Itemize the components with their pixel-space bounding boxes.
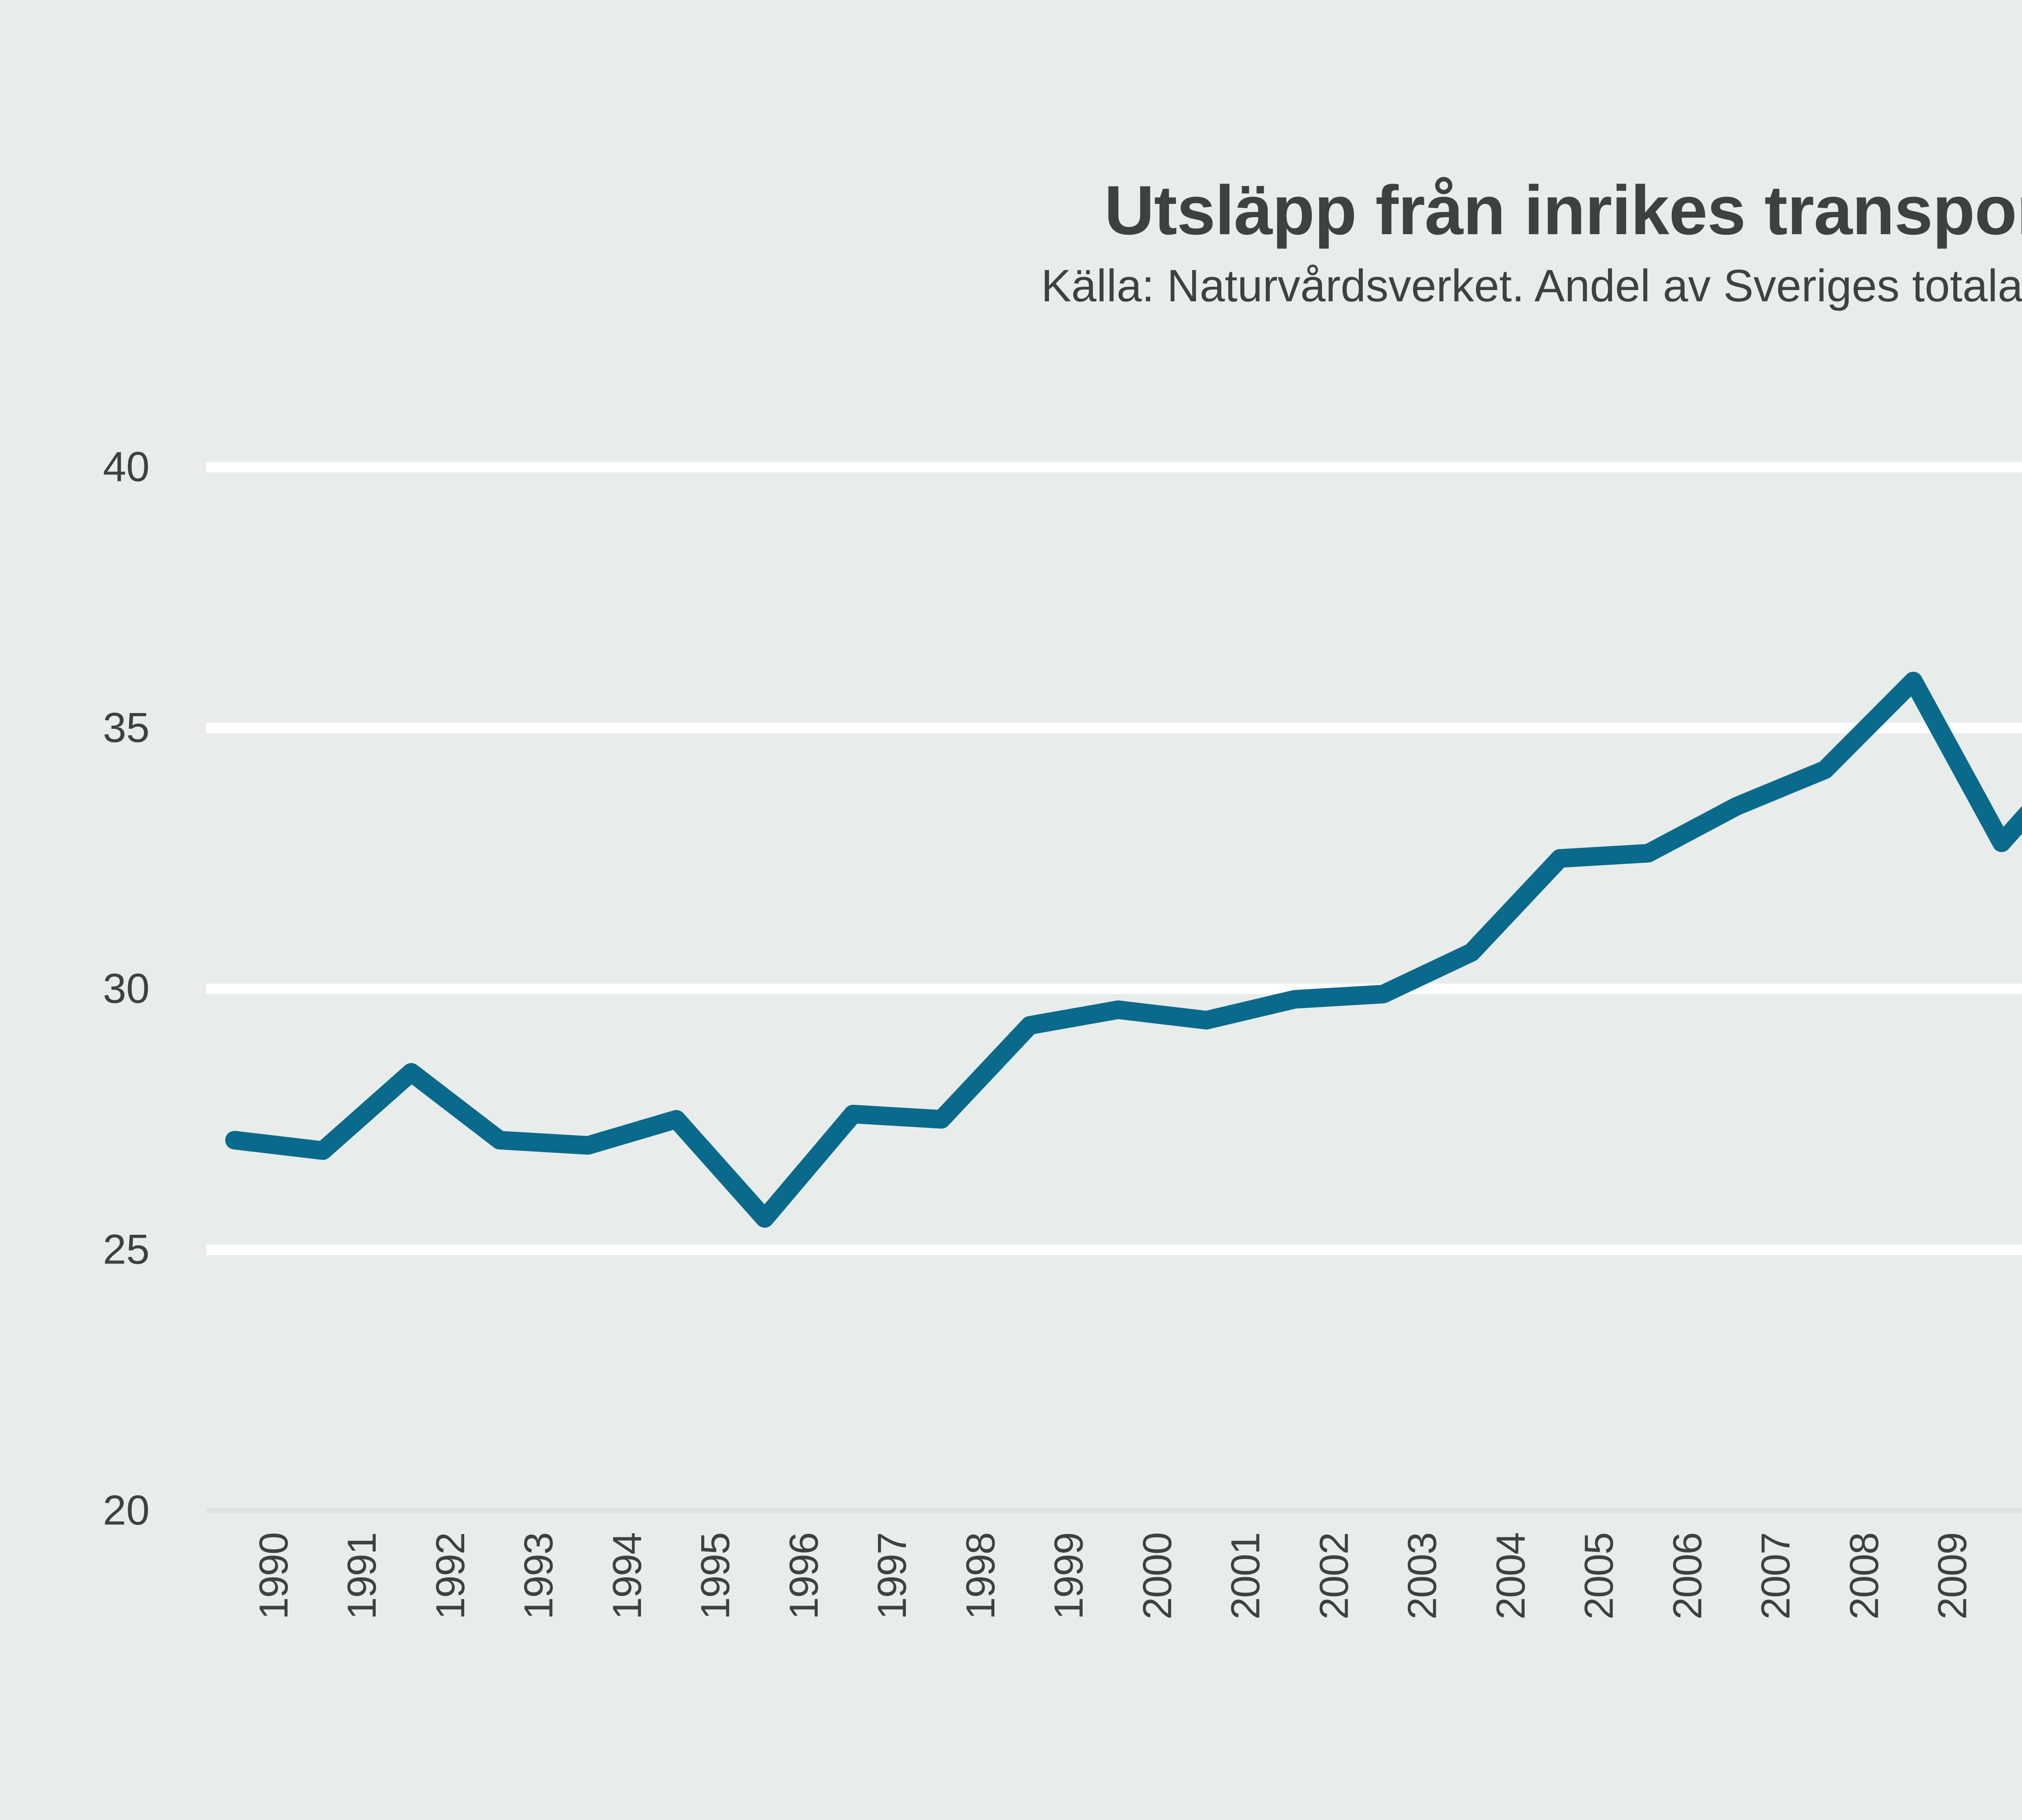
series-line-chart	[225, 671, 2022, 1228]
y-tick-label: 30	[103, 965, 150, 1012]
x-tick-label: 1994	[604, 1533, 650, 1620]
chart-subtitle: Källa: Naturvårdsverket. Andel av Sverig…	[1041, 260, 2022, 311]
x-tick-label: 2005	[1576, 1533, 1622, 1620]
x-tick-label: 1992	[427, 1533, 473, 1620]
gridline-30	[206, 984, 2022, 994]
y-axis-labels: 20 25 30 35 40	[0, 444, 174, 1534]
x-tick-label: 2008	[1841, 1533, 1887, 1620]
series-polyline	[225, 671, 2022, 1228]
x-tick-label: 2009	[1930, 1533, 1975, 1620]
x-tick-label: 2001	[1223, 1533, 1269, 1620]
plot-area	[206, 462, 2022, 1513]
x-tick-label: 2007	[1753, 1533, 1799, 1620]
y-tick-label: 40	[103, 443, 150, 491]
x-tick-label: 1996	[781, 1533, 827, 1620]
x-axis-labels: 1990 1991 1992 1993 1994 1995 1996 1997 1998 1999…	[206, 1533, 2022, 1784]
x-tick-label: 1998	[958, 1533, 1003, 1620]
gridline-25	[206, 1244, 2022, 1255]
x-tick-label: 1990	[251, 1533, 296, 1620]
x-tick-label: 2002	[1311, 1533, 1357, 1620]
x-tick-label: 2006	[1665, 1533, 1710, 1620]
x-tick-label: 1997	[869, 1533, 915, 1620]
x-tick-label: 2000	[1134, 1533, 1180, 1620]
x-tick-label: 1993	[516, 1533, 562, 1620]
y-tick-label: 25	[103, 1226, 150, 1273]
title-block: Utsläpp från inrikes transporter Källa: …	[0, 174, 2022, 311]
x-tick-label: 1991	[339, 1533, 385, 1620]
x-tick-label: 2004	[1488, 1533, 1533, 1620]
page-title: Utsläpp från inrikes transporter	[1104, 171, 2022, 249]
gridline-40	[206, 462, 2022, 472]
y-tick-label: 20	[103, 1487, 150, 1534]
gridline-35	[206, 723, 2022, 733]
x-tick-label: 2010	[2018, 1533, 2022, 1620]
x-tick-label: 2003	[1400, 1533, 1445, 1620]
y-tick-label: 35	[103, 704, 150, 751]
gridline-20	[206, 1508, 2022, 1513]
x-tick-label: 1999	[1046, 1533, 1092, 1620]
x-tick-label: 1995	[693, 1533, 738, 1620]
